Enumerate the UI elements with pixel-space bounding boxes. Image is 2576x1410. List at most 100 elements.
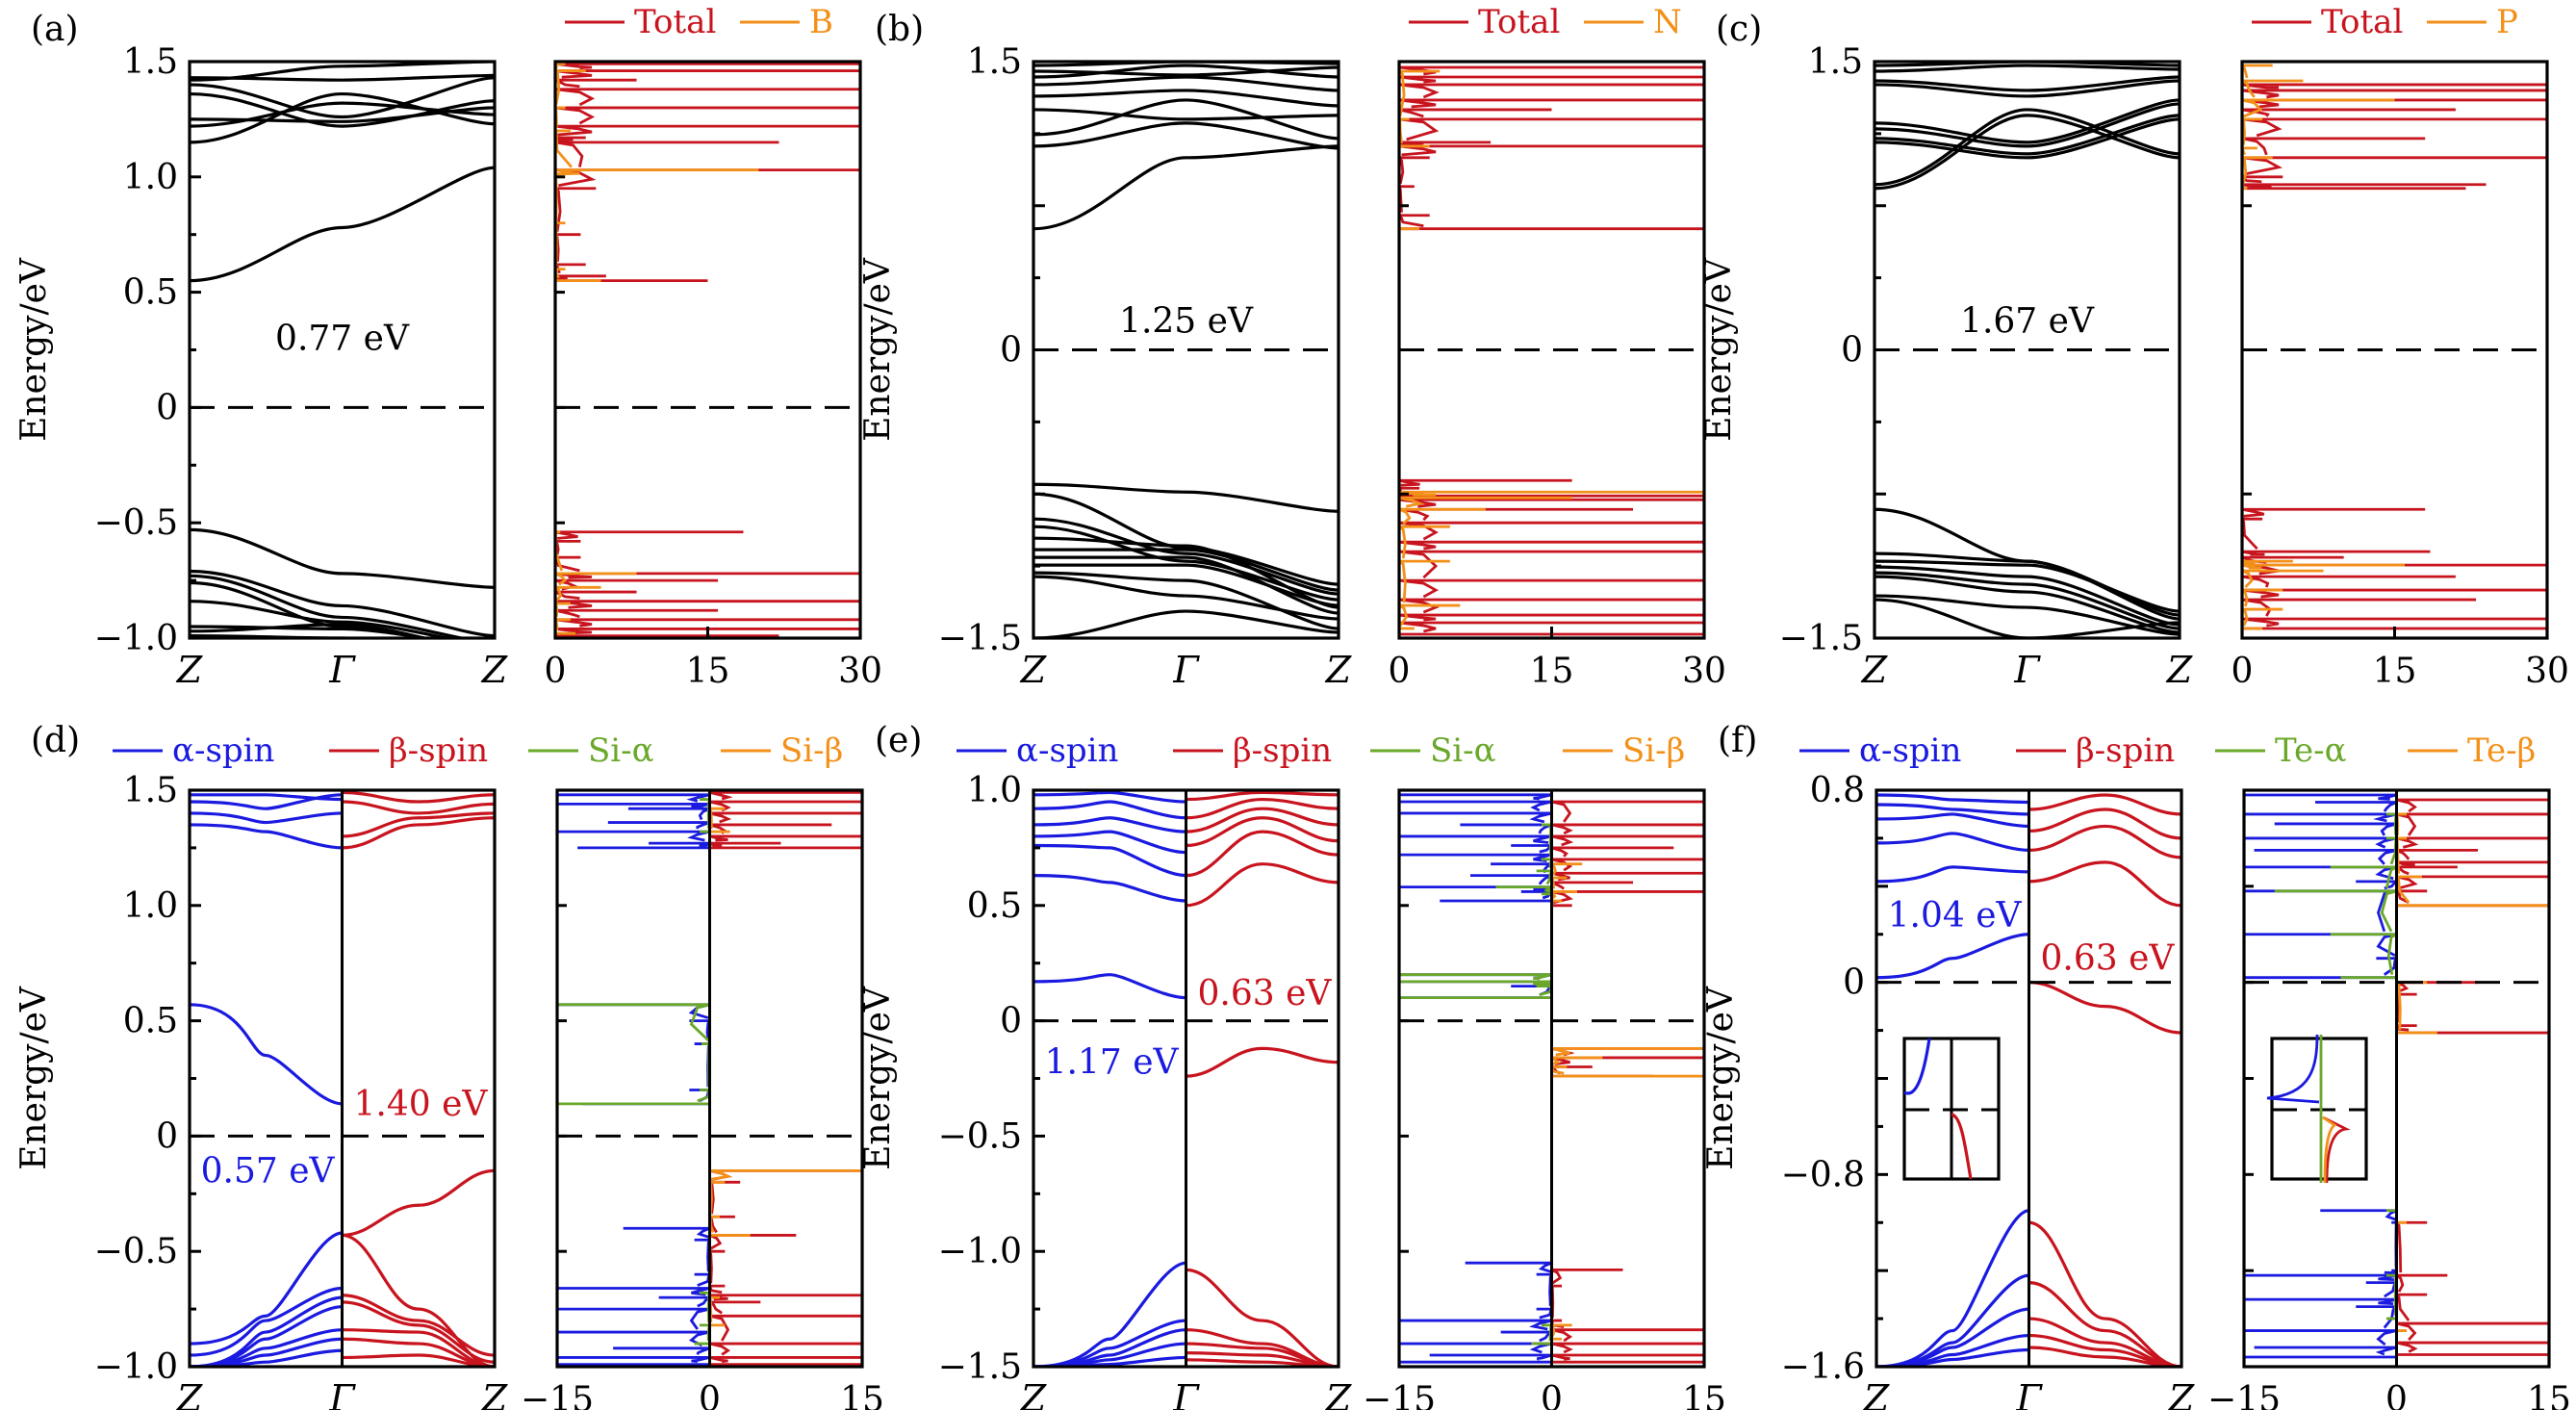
y-tick-label: 0.8 [1810, 771, 1865, 810]
band-line-none [190, 580, 432, 638]
inset-element-beta [2322, 1115, 2337, 1184]
band-line-beta [2028, 824, 2181, 859]
k-point-label: Z [2168, 1377, 2195, 1410]
y-tick-label: 1.5 [123, 42, 178, 82]
band-line-none [1033, 517, 1339, 596]
band-line-beta [2028, 793, 2181, 816]
band-line-beta [342, 790, 495, 804]
band-line-beta [1186, 807, 1339, 833]
band-line-alpha [1033, 1261, 1186, 1367]
legend-label: α-spin [1016, 731, 1118, 770]
y-tick-label: 1.0 [123, 158, 178, 197]
band-line-none [1033, 108, 1339, 121]
legend-label: β-spin [1233, 731, 1332, 770]
legend-label: Te-α [2275, 731, 2347, 770]
panel-label: (b) [875, 10, 924, 49]
dos-series-1 [708, 790, 862, 1366]
band-line-beta [1186, 797, 1339, 820]
y-tick-label: −1.6 [1781, 1347, 1865, 1387]
y-tick-label: 1.0 [967, 771, 1022, 810]
band-line-beta [1186, 816, 1339, 848]
dos-curves [1399, 65, 1704, 636]
band-line-beta [2028, 1281, 2181, 1367]
band-line-none [1033, 563, 1339, 607]
band-line-beta [342, 1328, 495, 1367]
legend-label: Total [1478, 3, 1560, 41]
band-structure-plot: −1.5 −1.0 −0.5 0 0.5 1.0 Z Γ Z 1.17 eV 0.63 eV [938, 771, 1352, 1410]
y-tick-label: 0 [156, 388, 178, 427]
y-axis-label: Energy/eV [1699, 257, 1739, 442]
band-gap-label: 1.40 eV [354, 1085, 489, 1124]
band-line-none [190, 623, 431, 638]
dos-series-2 [2274, 812, 2398, 1320]
band-line-alpha [190, 793, 343, 810]
band-line-beta [342, 816, 495, 850]
band-line-none [1875, 98, 2180, 144]
band-line-alpha [190, 1286, 343, 1357]
band-inset [1902, 1037, 2001, 1181]
band-line-none [190, 634, 370, 638]
band-line-alpha [190, 1003, 343, 1106]
k-point-label: Z [1325, 1377, 1352, 1410]
dos-series-1 [555, 62, 759, 635]
dos-series-0 [2242, 83, 2547, 630]
band-gap-label: 1.67 eV [1960, 302, 2095, 342]
panel-label: (f) [1718, 721, 1757, 760]
dos-x-tick-label: 15 [686, 652, 730, 691]
dos-x-tick-label: 15 [2373, 652, 2417, 691]
band-gap-label: 1.17 eV [1045, 1043, 1180, 1083]
band-line-none [1875, 598, 2180, 638]
k-point-label: Γ [1172, 1377, 1200, 1410]
y-tick-label: 0 [156, 1116, 178, 1156]
legend-label: α-spin [172, 731, 274, 770]
y-tick-label: −0.8 [1781, 1155, 1865, 1194]
band-line-none [1033, 64, 1339, 79]
bands [190, 790, 495, 1367]
band-line-alpha [190, 793, 343, 802]
band-line-none [190, 166, 495, 283]
dos-series-0 [555, 62, 860, 638]
legend-label: B [809, 3, 833, 41]
band-line-none [190, 76, 495, 119]
inset-beta [2322, 1115, 2351, 1184]
band-line-none [1033, 144, 1339, 231]
band-line-none [190, 91, 495, 144]
inset-beta-band [1951, 1113, 1973, 1180]
legend-label: Total [634, 3, 716, 41]
dos-series-1 [2242, 64, 2406, 630]
legend: α-spin β-spin Si-α Si-β [956, 731, 1685, 770]
band-line-none [190, 600, 455, 638]
band-line-none [1875, 117, 2180, 160]
band-line-alpha [190, 823, 343, 850]
dos-x-tick-label: −15 [1363, 1380, 1436, 1410]
k-point-label: Z [1020, 649, 1047, 691]
y-tick-label: −1.0 [938, 1232, 1022, 1271]
band-line-none [1033, 609, 1339, 638]
dos-frame [553, 60, 862, 640]
band-line-beta [2028, 808, 2181, 840]
legend-label: Si-β [1622, 731, 1685, 770]
band-line-beta [1186, 790, 1339, 802]
band-line-beta [342, 1294, 495, 1357]
dos-x-tick-label: 0 [2232, 652, 2254, 691]
band-line-none [1875, 75, 2180, 92]
band-line-none [1875, 62, 2180, 67]
k-point-label: Z [481, 649, 508, 691]
dos-series-1 [2395, 798, 2549, 1356]
band-line-beta [342, 811, 495, 838]
dos-curves [555, 62, 860, 638]
k-point-label: Γ [328, 1377, 356, 1410]
k-point-label: Γ [1172, 649, 1200, 691]
panel-label: (e) [875, 721, 922, 760]
y-tick-label: 1.5 [123, 771, 178, 810]
band-line-none [1033, 75, 1339, 92]
panel-c: (c) Energy/eV −1.5 0 1.5 Z Γ Z 1.67 eV 0 15 30 Total… [1699, 3, 2569, 691]
y-tick-label: −1.5 [938, 619, 1022, 658]
k-point-label: Z [176, 1377, 203, 1410]
band-line-none [1033, 575, 1339, 621]
y-tick-label: 0.5 [123, 273, 178, 313]
legend: Total N [1409, 3, 1682, 41]
k-point-label: Γ [2015, 1377, 2043, 1410]
band-line-alpha [1876, 865, 2029, 884]
